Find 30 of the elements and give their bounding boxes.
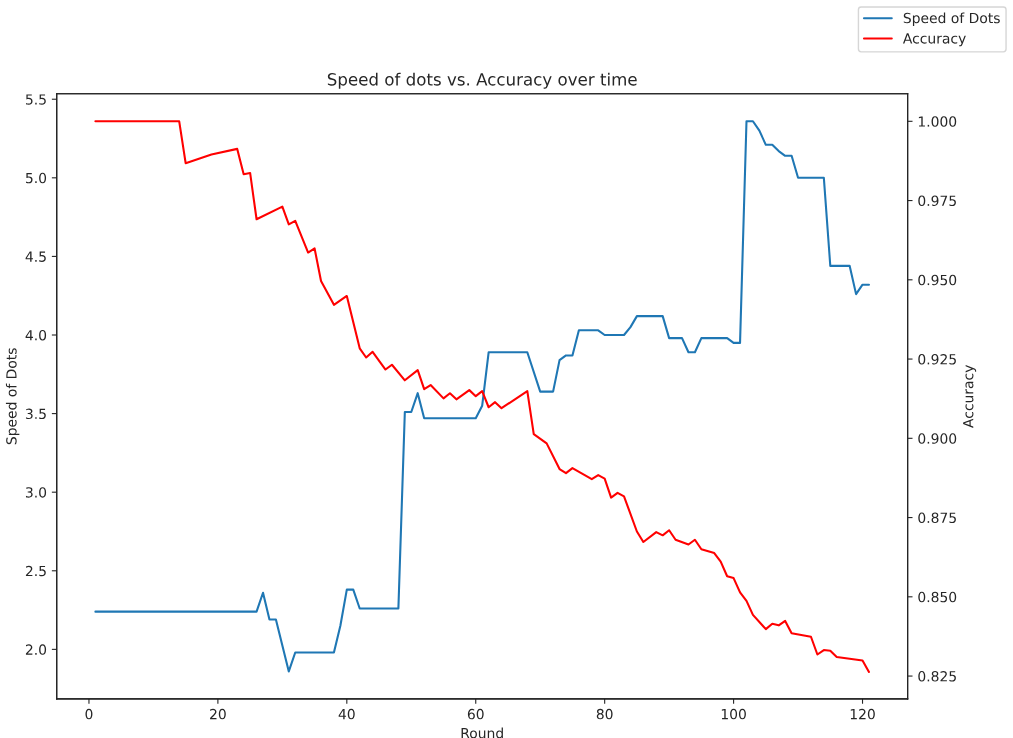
y-tick-label: 2.5 — [25, 565, 46, 577]
y-tick-label: 5.5 — [25, 94, 46, 105]
y-tick-label: 4.5 — [25, 251, 46, 262]
x-tick-label: 0 — [85, 708, 93, 720]
y-tick-label: 4.0 — [25, 329, 47, 341]
y-tick-label: 3.5 — [25, 408, 46, 420]
y2-tick-label: 0.825 — [918, 671, 956, 682]
x-tick-label: 80 — [596, 708, 613, 720]
x-tick-label: 40 — [338, 708, 355, 720]
y2-axis-title: Accuracy — [963, 365, 977, 428]
y2-tick-label: 1.000 — [918, 116, 957, 127]
y-tick-label: 5.0 — [25, 172, 47, 184]
y-tick-label: 3.0 — [25, 487, 47, 498]
x-tick-label: 120 — [850, 708, 875, 720]
x-axis-title: Round — [461, 727, 503, 738]
y2-tick-label: 0.900 — [918, 433, 957, 444]
y-axis-title: Speed of Dots — [5, 348, 20, 445]
legend-label: Speed of Dots — [903, 12, 1000, 26]
y2-tick-label: 0.875 — [918, 512, 956, 524]
chart-title: Speed of dots vs. Accuracy over time — [327, 72, 637, 89]
y2-tick-label: 0.975 — [918, 195, 956, 207]
x-tick-label: 100 — [721, 708, 746, 720]
x-tick-label: 20 — [210, 708, 226, 720]
line-series — [94, 120, 871, 673]
y2-tick-label: 0.925 — [918, 354, 956, 365]
x-tick-label: 60 — [467, 708, 484, 720]
y2-tick-label: 0.850 — [918, 591, 957, 603]
legend-label: Accuracy — [902, 33, 966, 47]
y-tick-label: 2.0 — [25, 644, 47, 655]
y2-tick-label: 0.950 — [918, 274, 957, 286]
